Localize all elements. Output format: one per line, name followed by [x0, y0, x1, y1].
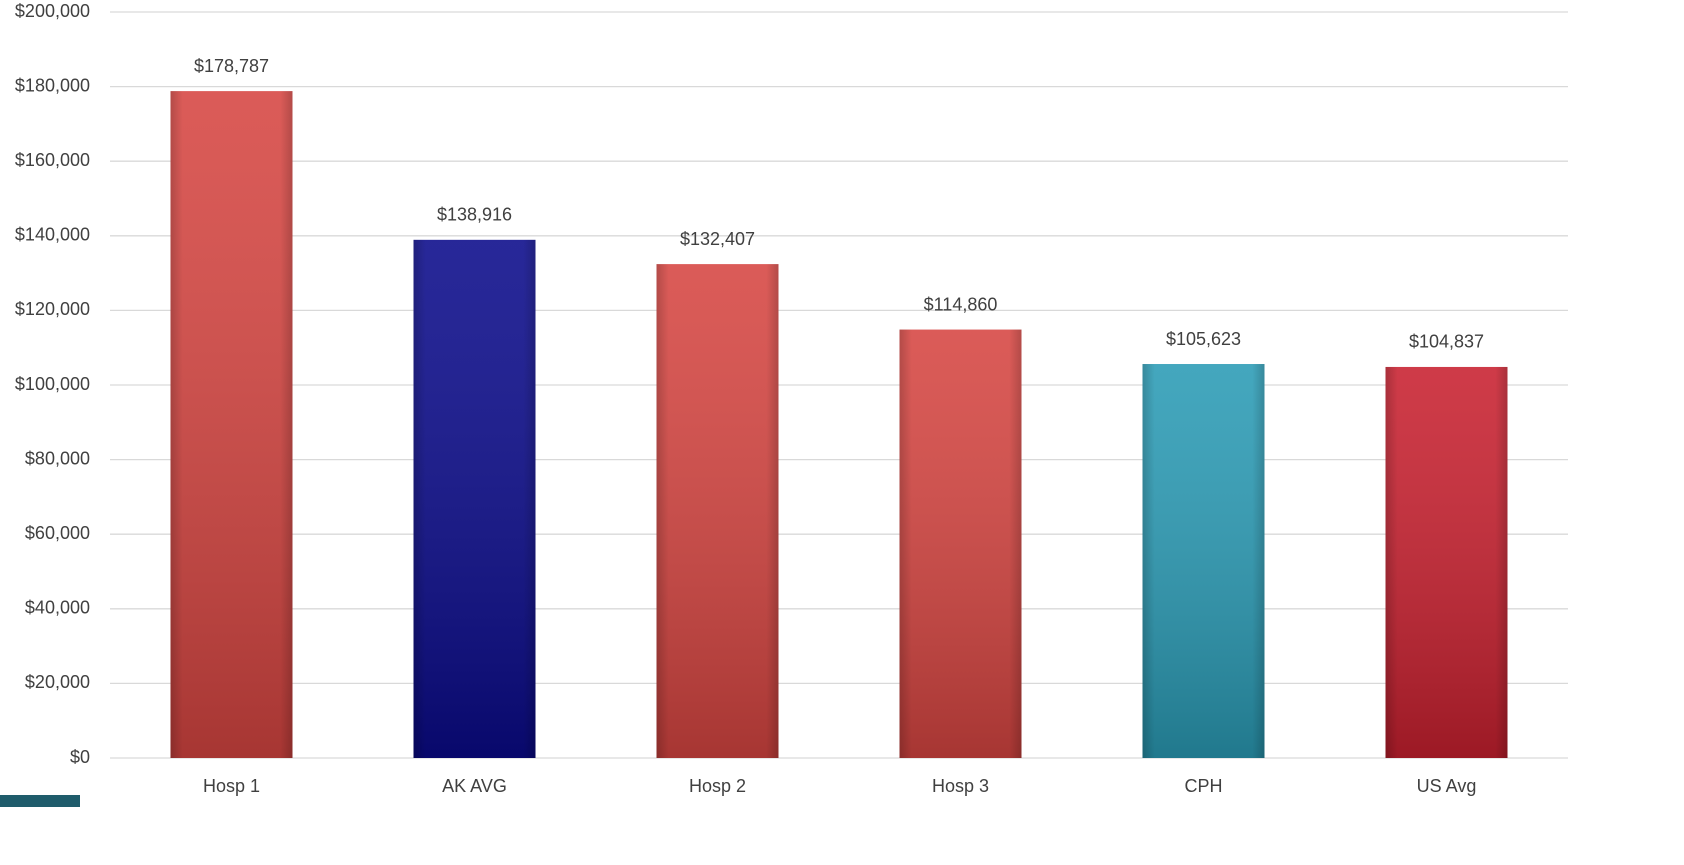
y-tick-label: $200,000: [15, 1, 90, 21]
y-tick-label: $0: [70, 747, 90, 767]
y-tick-label: $120,000: [15, 299, 90, 319]
y-tick-label: $20,000: [25, 672, 90, 692]
value-label: $138,916: [437, 205, 512, 225]
x-tick-label: CPH: [1184, 776, 1222, 796]
y-tick-label: $100,000: [15, 374, 90, 394]
y-tick-label: $80,000: [25, 448, 90, 468]
value-label: $105,623: [1166, 329, 1241, 349]
y-tick-label: $160,000: [15, 150, 90, 170]
bar-edge: [1142, 364, 1265, 758]
corner-tab: [0, 795, 80, 807]
value-label: $114,860: [924, 294, 998, 314]
x-tick-label: Hosp 1: [203, 776, 260, 796]
x-tick-label: US Avg: [1417, 776, 1477, 796]
y-tick-label: $40,000: [25, 598, 90, 618]
y-tick-label: $60,000: [25, 523, 90, 543]
bar-edge: [170, 91, 293, 758]
value-label: $132,407: [680, 229, 755, 249]
y-tick-label: $180,000: [15, 75, 90, 95]
bar-edge: [656, 264, 779, 758]
x-tick-label: Hosp 2: [689, 776, 746, 796]
bar-edge: [1385, 366, 1508, 758]
x-tick-label: Hosp 3: [932, 776, 989, 796]
value-label: $104,837: [1409, 332, 1484, 352]
bar-edge: [413, 239, 536, 758]
value-label: $178,787: [194, 56, 269, 76]
bar-edge: [899, 329, 1022, 758]
y-tick-label: $140,000: [15, 225, 90, 245]
x-tick-label: AK AVG: [442, 776, 507, 796]
